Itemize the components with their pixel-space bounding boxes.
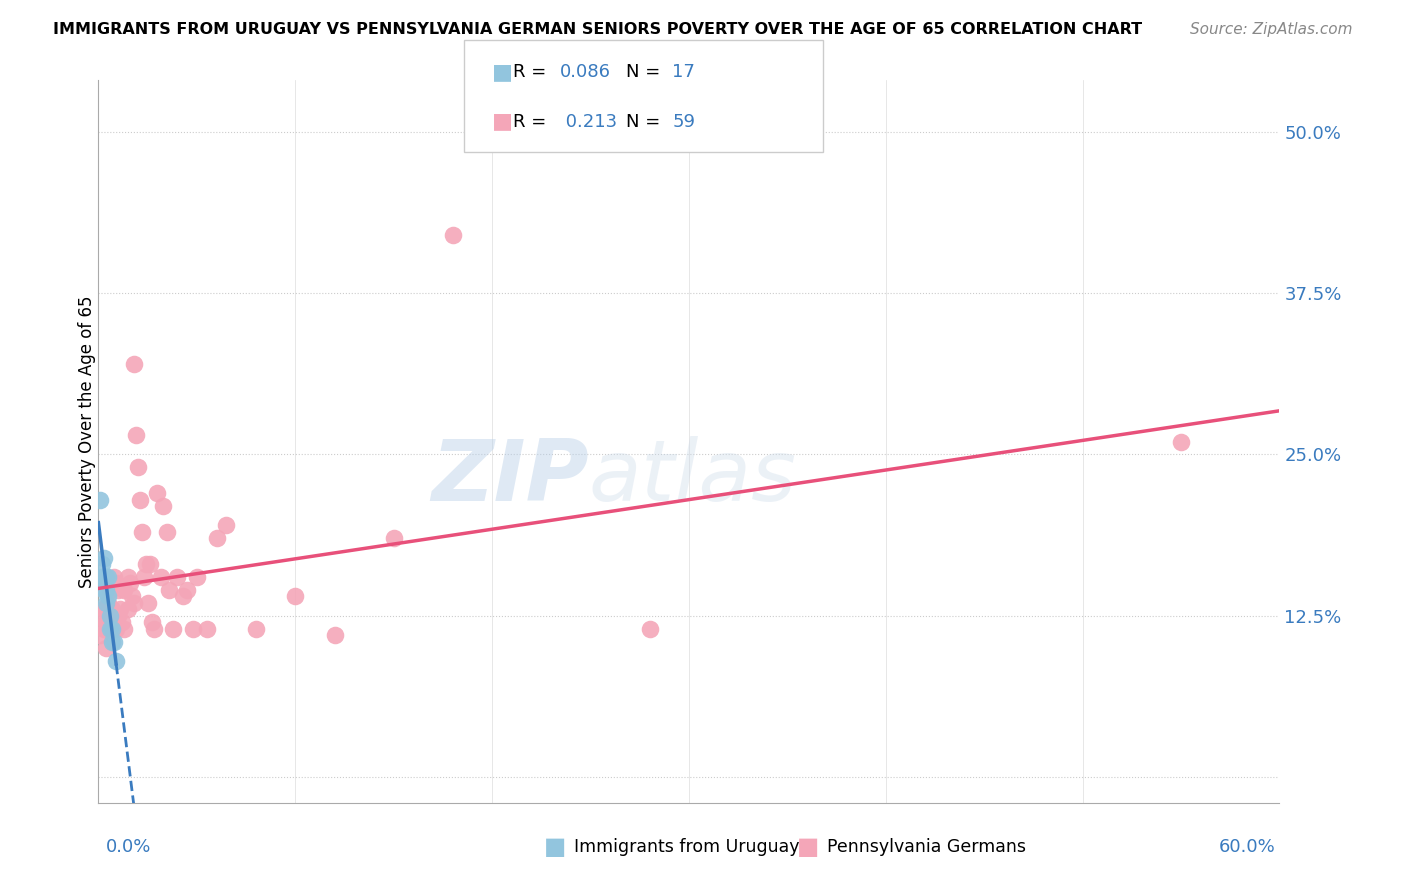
Text: 60.0%: 60.0%	[1219, 838, 1275, 856]
Text: 59: 59	[672, 112, 695, 130]
Point	[245, 622, 267, 636]
Point	[195, 622, 218, 636]
Point	[98, 582, 121, 597]
Point	[103, 634, 125, 648]
Point	[205, 531, 228, 545]
Point	[441, 228, 464, 243]
Point	[157, 582, 180, 597]
Point	[142, 622, 165, 636]
Point	[91, 557, 114, 571]
Point	[132, 570, 155, 584]
Point	[131, 524, 153, 539]
Point	[382, 531, 405, 545]
Point	[97, 596, 120, 610]
Point	[89, 492, 111, 507]
Point	[125, 428, 148, 442]
Text: ■: ■	[492, 112, 513, 131]
Point	[117, 602, 139, 616]
Point	[166, 570, 188, 584]
Text: Source: ZipAtlas.com: Source: ZipAtlas.com	[1189, 22, 1353, 37]
Point	[96, 615, 118, 630]
Point	[91, 570, 114, 584]
Point	[121, 590, 143, 604]
Point	[186, 570, 208, 584]
Point	[112, 622, 135, 636]
Text: R =: R =	[513, 112, 553, 130]
Text: 17: 17	[672, 63, 695, 81]
Point	[284, 590, 307, 604]
Point	[101, 634, 124, 648]
Point	[156, 524, 179, 539]
Text: N =: N =	[626, 63, 665, 81]
Text: atlas: atlas	[589, 436, 797, 519]
Point	[146, 486, 169, 500]
Point	[93, 550, 115, 565]
Point	[93, 622, 115, 636]
Point	[97, 590, 120, 604]
Point	[101, 576, 124, 591]
Point	[105, 622, 128, 636]
Point	[96, 570, 118, 584]
Point	[111, 615, 134, 630]
Point	[97, 570, 120, 584]
Text: ■: ■	[544, 836, 567, 859]
Point	[150, 570, 173, 584]
Point	[96, 596, 118, 610]
Point	[103, 608, 125, 623]
Point	[107, 582, 129, 597]
Point	[112, 582, 135, 597]
Point	[98, 608, 121, 623]
Text: N =: N =	[626, 112, 665, 130]
Point	[162, 622, 184, 636]
Point	[103, 570, 125, 584]
Y-axis label: Seniors Poverty Over the Age of 65: Seniors Poverty Over the Age of 65	[79, 295, 96, 588]
Point	[98, 622, 121, 636]
Point	[97, 615, 120, 630]
Point	[638, 622, 661, 636]
Point	[141, 615, 163, 630]
Point	[93, 582, 115, 597]
Text: 0.0%: 0.0%	[105, 838, 150, 856]
Point	[89, 628, 111, 642]
Point	[136, 596, 159, 610]
Text: ZIP: ZIP	[430, 436, 589, 519]
Point	[96, 582, 118, 597]
Point	[323, 628, 346, 642]
Text: 0.213: 0.213	[560, 112, 617, 130]
Point	[108, 602, 131, 616]
Point	[135, 557, 157, 571]
Text: 0.086: 0.086	[560, 63, 610, 81]
Text: Pennsylvania Germans: Pennsylvania Germans	[827, 838, 1026, 856]
Point	[1170, 434, 1192, 449]
Point	[91, 608, 114, 623]
Point	[122, 357, 145, 371]
Point	[172, 590, 194, 604]
Point	[93, 570, 115, 584]
Text: ■: ■	[797, 836, 820, 859]
Point	[117, 570, 139, 584]
Point	[176, 582, 198, 597]
Point	[122, 596, 145, 610]
Point	[93, 602, 115, 616]
Point	[118, 576, 141, 591]
Point	[128, 492, 150, 507]
Point	[107, 608, 129, 623]
Point	[138, 557, 160, 571]
Point	[105, 576, 128, 591]
Point	[105, 654, 128, 668]
Point	[181, 622, 204, 636]
Text: IMMIGRANTS FROM URUGUAY VS PENNSYLVANIA GERMAN SENIORS POVERTY OVER THE AGE OF 6: IMMIGRANTS FROM URUGUAY VS PENNSYLVANIA …	[53, 22, 1143, 37]
Point	[101, 622, 124, 636]
Point	[98, 608, 121, 623]
Point	[152, 499, 174, 513]
Point	[215, 518, 238, 533]
Text: R =: R =	[513, 63, 553, 81]
Text: ■: ■	[492, 62, 513, 82]
Text: Immigrants from Uruguay: Immigrants from Uruguay	[574, 838, 799, 856]
Point	[96, 640, 118, 655]
Point	[127, 460, 149, 475]
Point	[101, 602, 124, 616]
